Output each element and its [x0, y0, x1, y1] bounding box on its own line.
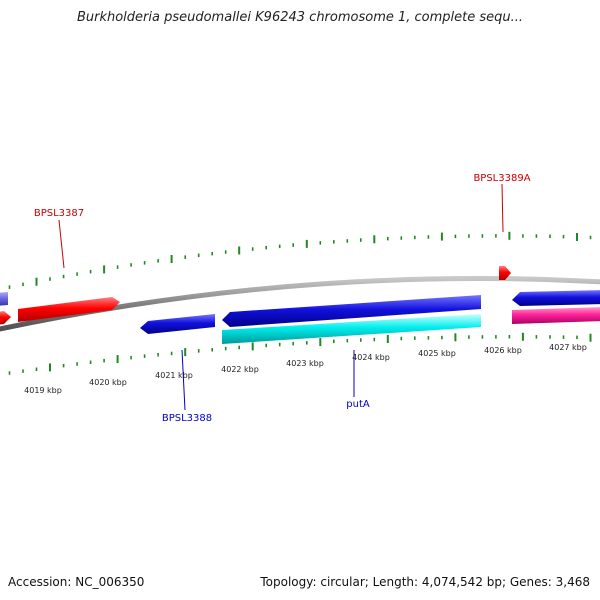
gene-puta-arrow[interactable]: [222, 295, 481, 327]
label-leader-line: [181, 349, 186, 411]
cyan-feature-bar[interactable]: [222, 314, 481, 344]
inner-tick-ring: [8, 332, 592, 375]
kbp-label: 4025 kbp: [418, 349, 456, 358]
map-title: Burkholderia pseudomallei K96243 chromos…: [76, 10, 524, 25]
label-leader-line: [58, 219, 65, 269]
gene-arrow-forward[interactable]: [0, 311, 11, 325]
kbp-label: 4024 kbp: [352, 353, 390, 362]
gene-bpsl3388-arrow[interactable]: [140, 314, 215, 334]
outer-tick-ring: [8, 231, 592, 289]
gene-arrow-forward[interactable]: [0, 292, 8, 306]
gene-label-puta[interactable]: putA: [346, 399, 370, 410]
gene-arrow-reverse[interactable]: [512, 290, 600, 306]
gene-label-bpsl3389a[interactable]: BPSL3389A: [473, 173, 530, 184]
kbp-label: 4022 kbp: [221, 365, 259, 374]
accession-text: Accession: NC_006350: [8, 575, 145, 589]
kbp-label: 4027 kbp: [549, 343, 587, 352]
gene-bpsl3389a-arrow[interactable]: [499, 266, 511, 280]
kbp-label: 4023 kbp: [286, 359, 324, 368]
label-leader-line: [501, 183, 504, 233]
gene-bpsl3387-arrow[interactable]: [18, 297, 120, 322]
kbp-label: 4019 kbp: [24, 386, 62, 395]
gene-label-bpsl3387[interactable]: BPSL3387: [34, 208, 84, 219]
kbp-label: 4021 kbp: [155, 371, 193, 380]
kbp-label: 4020 kbp: [89, 378, 127, 387]
magenta-feature-bar[interactable]: [512, 307, 600, 324]
topology-info-text: Topology: circular; Length: 4,074,542 bp…: [260, 575, 590, 589]
kbp-label: 4026 kbp: [484, 346, 522, 355]
gene-label-bpsl3388[interactable]: BPSL3388: [162, 413, 212, 424]
